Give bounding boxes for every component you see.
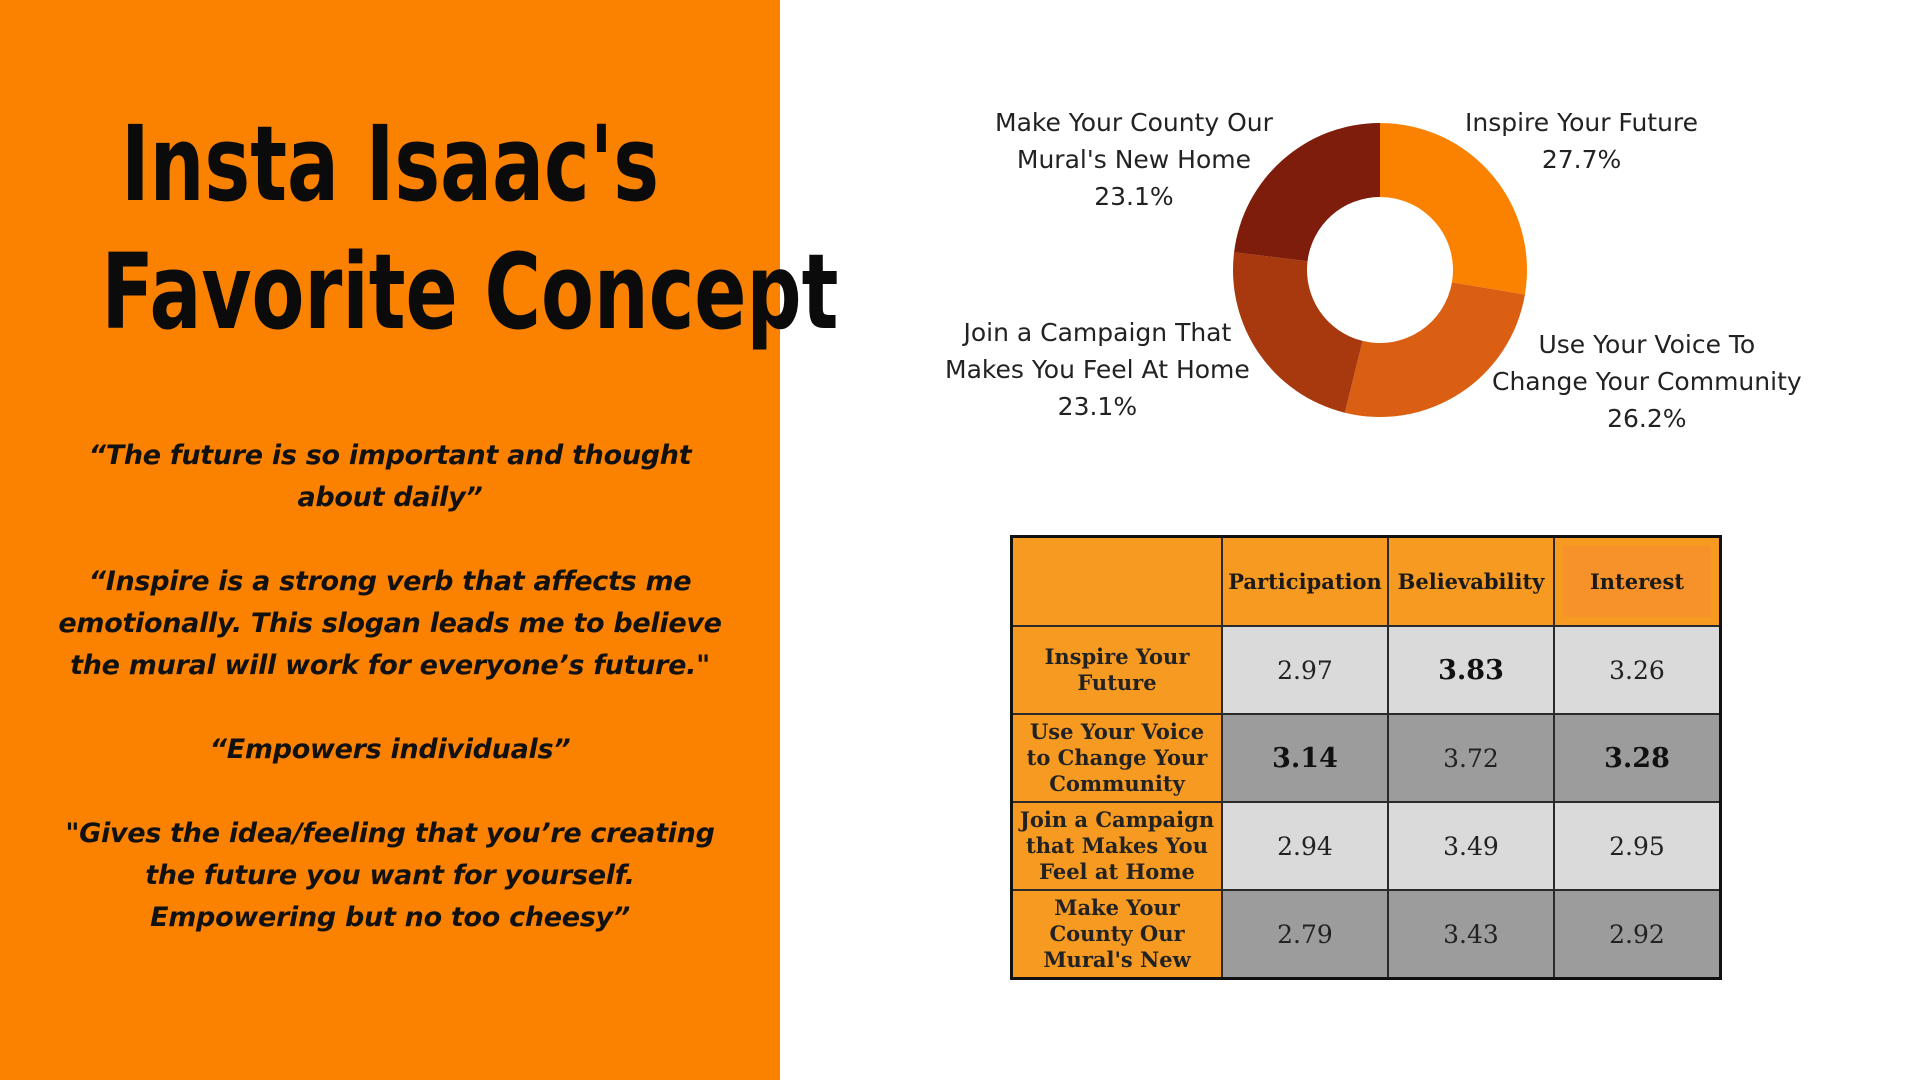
column-header-participation: Participation	[1221, 535, 1389, 627]
slice-value-label: 23.1%	[1057, 392, 1138, 421]
row-header-line: Join a Campaign	[1019, 807, 1215, 832]
quote-line: the mural will work for everyone’s futur…	[70, 650, 710, 681]
donut-chart	[1233, 123, 1527, 417]
slice-value-label: 27.7%	[1541, 145, 1622, 174]
quote: "Gives the idea/feeling that you’re crea…	[55, 813, 725, 939]
table-row: Join a Campaign that Makes You Feel at H…	[1010, 801, 1722, 891]
table-row: Inspire Your Future 2.97 3.83 3.26	[1010, 625, 1722, 715]
row-header-cell: Make Your County Our Mural's New	[1010, 889, 1223, 980]
row-header-line: Use Your Voice	[1029, 719, 1205, 744]
slice-label-line: Make Your County Our	[995, 108, 1273, 137]
table-header-row: Participation Believability Interest	[1010, 535, 1722, 627]
donut-slice-2	[1233, 252, 1363, 413]
page-title: Insta Isaac's Favorite Concept	[101, 100, 839, 356]
row-header-cell: Inspire Your Future	[1010, 625, 1223, 715]
table-cell: 3.72	[1387, 713, 1555, 803]
slice-label-line: Change Your Community	[1492, 367, 1802, 396]
table-cell: 3.49	[1387, 801, 1555, 891]
table-cell: 2.79	[1221, 889, 1389, 980]
slice-label-inspire-your-future: Inspire Your Future 27.7%	[1465, 104, 1698, 178]
row-header-cell: Join a Campaign that Makes You Feel at H…	[1010, 801, 1223, 891]
slice-label-line: Use Your Voice To	[1538, 330, 1756, 359]
quote-line: Empowering but no too cheesy”	[150, 902, 630, 933]
quotes-block: “The future is so important and thought …	[55, 435, 725, 981]
row-header-line: Future	[1077, 670, 1157, 695]
row-header-line: to Change Your	[1026, 745, 1208, 770]
title-line-1: Insta Isaac's	[120, 103, 660, 225]
slice-value-label: 26.2%	[1607, 404, 1687, 433]
table-row: Use Your Voice to Change Your Community …	[1010, 713, 1722, 803]
quote: “The future is so important and thought …	[55, 435, 725, 519]
donut-slice-1	[1344, 282, 1525, 417]
slice-label-line: Mural's New Home	[1016, 145, 1251, 174]
row-header-line: County Our	[1049, 921, 1185, 946]
left-panel: Insta Isaac's Favorite Concept “The futu…	[0, 0, 839, 1080]
row-header-line: that Makes You	[1026, 833, 1208, 858]
table-cell: 3.43	[1387, 889, 1555, 980]
table-cell: 3.14	[1221, 713, 1389, 803]
scores-table: Participation Believability Interest Ins…	[1010, 535, 1722, 980]
table-cell: 3.28	[1553, 713, 1722, 803]
quote: “Empowers individuals”	[55, 729, 725, 771]
slice-label-make-your-county: Make Your County Our Mural's New Home 23…	[995, 104, 1273, 215]
table-cell: 3.26	[1553, 625, 1722, 715]
quote-line: “Inspire is a strong verb that affects m…	[88, 566, 692, 597]
table-corner-cell	[1010, 535, 1223, 627]
table-row: Make Your County Our Mural's New 2.79 3.…	[1010, 889, 1722, 980]
donut-slice-3	[1234, 123, 1380, 262]
quote-line: about daily”	[297, 482, 483, 513]
slice-label-join-a-campaign: Join a Campaign That Makes You Feel At H…	[945, 314, 1250, 425]
quote-line: emotionally. This slogan leads me to bel…	[58, 608, 722, 639]
donut-slice-0	[1380, 123, 1527, 295]
table-cell: 2.92	[1553, 889, 1722, 980]
row-header-line: Inspire Your	[1044, 644, 1190, 669]
quote-line: “Empowers individuals”	[209, 734, 571, 765]
title-line-2: Favorite Concept	[101, 231, 839, 353]
row-header-line: Community	[1049, 771, 1185, 796]
column-header-believability: Believability	[1387, 535, 1555, 627]
quote-line: “The future is so important and thought	[88, 440, 692, 471]
slice-label-line: Makes You Feel At Home	[945, 355, 1250, 384]
column-header-interest: Interest	[1553, 535, 1722, 627]
row-header-cell: Use Your Voice to Change Your Community	[1010, 713, 1223, 803]
table-cell: 3.83	[1387, 625, 1555, 715]
row-header-line: Feel at Home	[1039, 859, 1195, 884]
row-header-line: Make Your	[1054, 895, 1180, 920]
row-header-line: Mural's New	[1043, 947, 1191, 972]
table-cell: 2.94	[1221, 801, 1389, 891]
quote: “Inspire is a strong verb that affects m…	[55, 561, 725, 687]
table-cell: 2.97	[1221, 625, 1389, 715]
table-cell: 2.95	[1553, 801, 1722, 891]
slice-value-label: 23.1%	[1094, 182, 1174, 211]
quote-line: the future you want for yourself.	[145, 860, 635, 891]
slice-label-line: Inspire Your Future	[1465, 108, 1699, 137]
slice-label-use-your-voice: Use Your Voice To Change Your Community …	[1492, 326, 1802, 437]
quote-line: "Gives the idea/feeling that you’re crea…	[65, 818, 715, 849]
slice-label-line: Join a Campaign That	[963, 318, 1232, 347]
